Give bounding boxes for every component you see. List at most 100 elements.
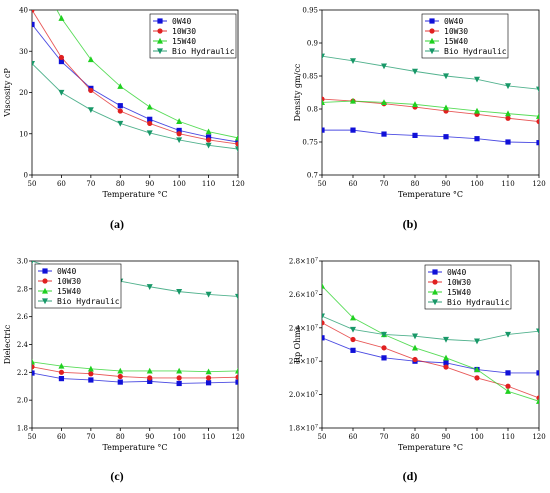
data-point [117, 103, 123, 109]
data-point [322, 335, 325, 341]
data-point [235, 141, 238, 147]
data-point [146, 367, 153, 374]
data-point [176, 375, 182, 381]
y-tick-label: 2.6×107 [289, 290, 318, 299]
data-point [147, 120, 153, 127]
x-axis-label: Temperature °C [398, 443, 463, 452]
legend-entry: 10W30 [444, 27, 468, 36]
x-tick-label: 60 [57, 433, 66, 441]
y-axis-label: Density gm/cc [293, 63, 302, 121]
data-point [87, 107, 94, 114]
x-tick-label: 60 [57, 180, 66, 188]
legend-marker [157, 28, 163, 34]
y-axis-label: Rp Ohms [293, 326, 302, 363]
legend-entry: 15W40 [57, 287, 81, 296]
legend-marker [429, 48, 435, 55]
data-point [536, 370, 539, 376]
x-tick-label: 110 [501, 180, 514, 188]
x-axis-label: Temperature °C [102, 443, 167, 452]
data-point [443, 134, 449, 140]
data-point [146, 284, 153, 290]
legend-entry: Bio Hydraulic [57, 297, 120, 306]
data-point [117, 373, 123, 380]
series-line-15w40 [56, 10, 238, 139]
series-line-0w40 [322, 129, 539, 144]
legend-marker [429, 28, 435, 34]
data-point [474, 107, 480, 114]
data-point [474, 136, 480, 142]
x-tick-label: 50 [28, 180, 37, 188]
y-tick-label: 0.9 [307, 40, 318, 48]
legend-entry: 0W40 [444, 17, 463, 26]
data-point [474, 76, 480, 83]
series-layer [322, 282, 539, 404]
y-tick-label: 2.0×107 [289, 390, 318, 399]
data-point [474, 338, 480, 345]
data-point [443, 354, 449, 361]
y-tick-label: 0 [24, 172, 28, 180]
data-point [88, 371, 94, 377]
data-point [235, 367, 238, 374]
data-point [117, 83, 124, 89]
x-tick-label: 90 [145, 180, 154, 188]
data-point [350, 97, 356, 104]
y-tick-label: 0.95 [302, 7, 318, 15]
data-point [443, 364, 449, 370]
y-tick-label: 20 [19, 89, 28, 97]
data-point [381, 131, 387, 137]
series-layer [32, 10, 238, 153]
x-tick-label: 110 [202, 433, 215, 441]
y-tick-label: 0.7 [307, 172, 318, 180]
series-line-15w40 [32, 361, 238, 373]
data-point [117, 367, 124, 374]
data-point [205, 142, 212, 149]
x-axis-label: Temperature °C [102, 190, 167, 199]
data-point [536, 395, 539, 401]
data-point [176, 289, 183, 295]
legend-entry: 10W30 [172, 27, 196, 36]
data-point [474, 366, 480, 373]
data-point [117, 108, 123, 114]
data-point [32, 21, 35, 28]
data-point [412, 132, 418, 138]
x-tick-label: 60 [349, 433, 358, 441]
data-point [322, 282, 325, 289]
data-point [32, 370, 35, 376]
y-tick-label: 30 [19, 48, 28, 56]
x-tick-label: 120 [231, 180, 244, 188]
legend-marker [429, 18, 435, 24]
series-line-15w40 [322, 285, 539, 402]
data-point [505, 115, 511, 121]
legend-entry: 0W40 [447, 268, 466, 277]
data-point [474, 375, 480, 381]
y-tick-label: 2.8×107 [289, 257, 318, 266]
data-point [205, 128, 212, 135]
series-line-10w30 [32, 10, 238, 145]
series-line-10w30 [32, 366, 238, 379]
data-point [32, 261, 34, 265]
series-layer [32, 261, 238, 387]
data-point [147, 375, 153, 381]
chart-panel-2: 50 60 70 80 90 100 110 120 0.7 0.75 0.8 0.85 0.9 0.95… [293, 7, 546, 232]
y-tick-label: 2.6 [17, 313, 29, 321]
y-tick-exponent: 7 [315, 357, 318, 363]
y-tick-label: 1.8×107 [289, 424, 318, 433]
data-point [235, 293, 238, 300]
x-tick-label: 80 [411, 180, 420, 188]
data-point [235, 146, 238, 153]
plot-frame [321, 260, 540, 429]
y-tick-label: 10 [19, 130, 28, 138]
legend-entry: 15W40 [172, 37, 196, 46]
panel-label: (a) [110, 217, 124, 231]
x-tick-label: 70 [380, 180, 389, 188]
data-point [32, 61, 35, 67]
y-tick-label: 40 [19, 7, 28, 15]
x-tick-label: 70 [86, 433, 95, 441]
series-layer [322, 53, 539, 146]
data-point [381, 345, 387, 351]
data-point [350, 127, 356, 133]
legend-marker [157, 48, 163, 55]
